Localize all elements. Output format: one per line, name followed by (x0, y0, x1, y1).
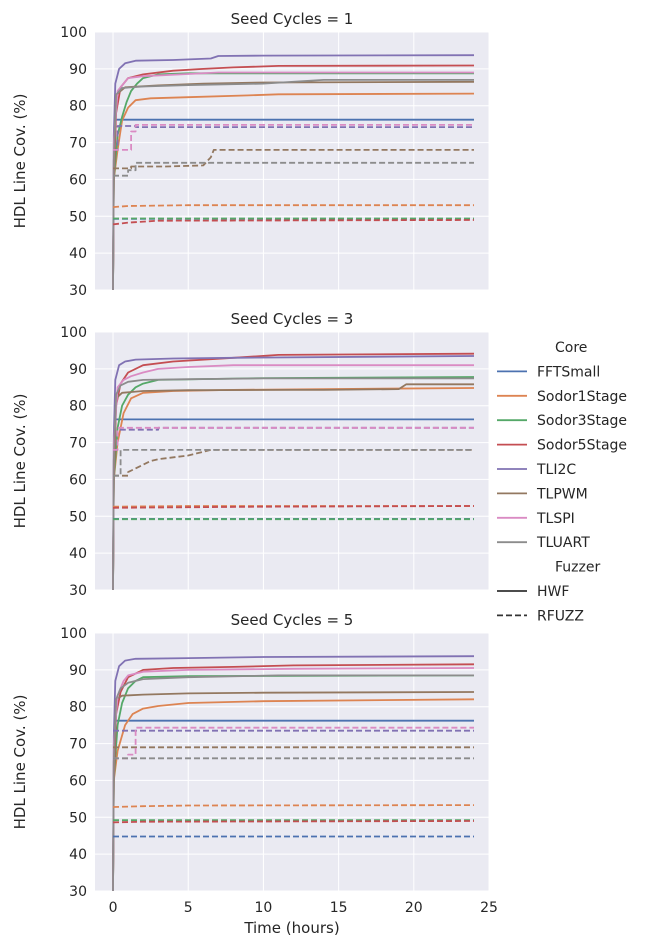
y-tick-label: 80 (69, 399, 87, 415)
series-line-tlspi-rfuzz (113, 124, 474, 151)
series-line-sodor1stage-rfuzz (112, 804, 475, 808)
y-tick-label: 40 (69, 246, 87, 262)
x-tick-label: 0 (109, 900, 118, 916)
y-tick-label: 40 (69, 546, 87, 562)
y-tick-label: 30 (69, 884, 87, 900)
x-tick-label: 5 (184, 900, 193, 916)
series-line-tlpwm-rfuzz (113, 148, 474, 170)
series-line-sodor1stage-rfuzz (112, 204, 474, 208)
series-line-tli2c-hwf (112, 655, 475, 891)
series-line-tli2c-hwf (112, 355, 475, 590)
legend-entry: FFTSmall (537, 364, 600, 380)
panel-2: 30 40 50 60 70 80 90 100 Seed Cycles = 3 HDL Line… (11, 310, 490, 599)
series-line-sodor5stage-rfuzz (112, 219, 475, 226)
legend-entry: Sodor5Stage (537, 438, 627, 454)
y-axis-label: HDL Line Cov. (%) (11, 394, 29, 529)
y-axis-label: HDL Line Cov. (%) (11, 94, 29, 229)
y-tick-label: 50 (69, 209, 87, 225)
x-tick-label: 20 (405, 900, 423, 916)
panel-1: 30 40 50 60 70 80 90 100 Seed Cycles = 1 HDL Line… (11, 10, 490, 299)
y-tick-label: 70 (69, 737, 87, 753)
y-tick-label: 90 (69, 362, 87, 378)
panel-3: 30 40 50 60 70 80 90 100 0 5 10 15 20 25 Time (hours) S… (11, 611, 498, 937)
legend-entry: RFUZZ (537, 608, 584, 624)
y-axis-label: HDL Line Cov. (%) (11, 695, 29, 830)
panel-title: Seed Cycles = 5 (231, 611, 354, 629)
panel-title: Seed Cycles = 1 (231, 10, 354, 28)
legend-entry: Sodor1Stage (537, 389, 627, 405)
y-tick-label: 100 (60, 325, 87, 341)
series-line-sodor5stage-rfuzz (112, 820, 475, 824)
y-tick-label: 80 (69, 99, 87, 115)
series-line-tlspi-rfuzz (113, 426, 474, 451)
y-tick-label: 70 (69, 436, 87, 452)
y-tick-label: 80 (69, 700, 87, 716)
y-tick-label: 50 (69, 810, 87, 826)
x-axis-label: Time (hours) (243, 919, 339, 937)
legend-title-fuzzer: Fuzzer (555, 560, 600, 576)
legend-entry: TLUART (536, 535, 590, 551)
panel-title: Seed Cycles = 3 (231, 310, 354, 328)
legend-entry: TLI2C (536, 462, 576, 478)
y-tick-label: 100 (60, 626, 87, 642)
y-tick-label: 30 (69, 283, 87, 299)
y-tick-label: 90 (69, 663, 87, 679)
y-tick-label: 70 (69, 136, 87, 152)
x-tick-label: 25 (480, 900, 498, 916)
y-tick-label: 60 (69, 472, 87, 488)
legend-entry: HWF (537, 584, 569, 600)
legend: Core FFTSmall Sodor1Stage Sodor3Stage Sodor5… (497, 340, 627, 624)
y-tick-label: 90 (69, 62, 87, 78)
plot-background (95, 332, 489, 590)
y-tick-label: 100 (60, 25, 87, 41)
x-tick-label: 15 (330, 900, 348, 916)
y-tick-label: 60 (69, 773, 87, 789)
y-tick-label: 30 (69, 583, 87, 599)
legend-title-core: Core (555, 340, 587, 356)
series-line-sodor5stage-rfuzz (112, 505, 475, 509)
plot-background (95, 32, 489, 290)
y-tick-label: 40 (69, 847, 87, 863)
legend-entry: TLPWM (536, 486, 588, 502)
legend-entry: Sodor3Stage (537, 413, 627, 429)
y-tick-label: 60 (69, 172, 87, 188)
series-line-tluart-rfuzz (113, 161, 474, 177)
series-line-tli2c-hwf (112, 54, 475, 290)
series-line-tluart-rfuzz (113, 448, 474, 477)
legend-entry: TLSPI (536, 511, 575, 527)
series-line-tluart-hwf (112, 79, 474, 290)
series-line-tluart-hwf (112, 377, 474, 590)
x-tick-label: 10 (255, 900, 273, 916)
y-tick-label: 50 (69, 509, 87, 525)
series-line-tluart-hwf (112, 674, 474, 891)
